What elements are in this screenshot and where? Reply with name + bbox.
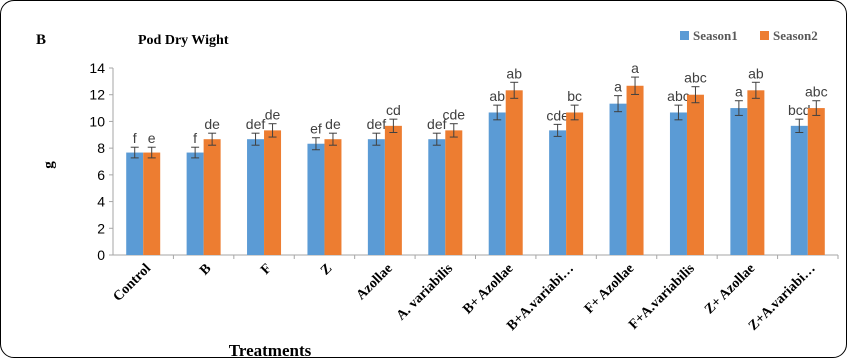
data-label-season2-11: abc bbox=[805, 84, 828, 100]
bar-season2-2 bbox=[264, 130, 282, 255]
x-axis-title: Treatments bbox=[229, 341, 312, 360]
data-label-season2-2: de bbox=[265, 107, 281, 123]
data-label-season1-5: def bbox=[427, 116, 447, 132]
bar-season2-7 bbox=[566, 112, 584, 256]
x-tick-label-4: Azollae bbox=[354, 261, 396, 303]
data-label-season1-1: f bbox=[193, 130, 197, 146]
x-tick-label-3: Z bbox=[318, 261, 335, 278]
legend-swatch-season1 bbox=[680, 31, 689, 40]
data-label-season1-2: def bbox=[246, 116, 266, 132]
bar-season1-3 bbox=[307, 143, 325, 255]
bar-season1-11 bbox=[790, 125, 808, 255]
x-tick-label-5: A. variabilis bbox=[394, 261, 457, 324]
bar-season2-4 bbox=[384, 125, 402, 255]
bar-season2-10 bbox=[747, 90, 765, 255]
y-tick-label-1: 2 bbox=[97, 220, 105, 236]
y-tick-label-3: 6 bbox=[97, 167, 105, 183]
data-label-season1-9: abc bbox=[667, 88, 690, 104]
data-label-season2-10: ab bbox=[748, 65, 764, 81]
bar-season1-10 bbox=[730, 108, 748, 255]
data-label-season2-8: a bbox=[631, 60, 639, 76]
bar-season2-3 bbox=[324, 139, 342, 255]
x-tick-label-2: F bbox=[258, 261, 275, 278]
bar-season1-5 bbox=[428, 139, 446, 255]
bar-season1-6 bbox=[488, 112, 506, 256]
x-tick-label-1: B bbox=[197, 261, 214, 278]
data-label-season1-8: a bbox=[614, 79, 622, 95]
bar-season1-2 bbox=[247, 139, 265, 255]
legend-label-season1: Season1 bbox=[693, 28, 738, 43]
y-tick-label-4: 8 bbox=[97, 140, 105, 156]
data-label-season2-5: cde bbox=[443, 107, 466, 123]
data-label-season1-0: f bbox=[133, 130, 137, 146]
y-axis-title: g bbox=[41, 161, 57, 169]
chart-title: Pod Dry Wight bbox=[138, 33, 229, 48]
legend-label-season2: Season2 bbox=[773, 28, 818, 43]
bar-season1-9 bbox=[669, 112, 687, 256]
bar-season2-9 bbox=[686, 94, 704, 255]
bar-season1-0 bbox=[126, 152, 144, 255]
data-label-season1-7: cde bbox=[546, 107, 569, 123]
data-label-season1-3: ef bbox=[310, 121, 322, 137]
data-label-season1-11: bcd bbox=[788, 102, 811, 118]
y-tick-label-5: 10 bbox=[89, 113, 105, 129]
y-tick-label-6: 12 bbox=[89, 87, 105, 103]
data-label-season2-9: abc bbox=[684, 70, 707, 86]
bar-season2-8 bbox=[626, 85, 644, 255]
bar-season1-1 bbox=[186, 152, 204, 255]
data-label-season2-3: de bbox=[325, 116, 341, 132]
x-tick-label-6: B+ Azollae bbox=[460, 261, 516, 317]
bar-season2-6 bbox=[505, 90, 523, 255]
data-label-season2-4: cd bbox=[386, 102, 401, 118]
bar-season2-1 bbox=[203, 139, 221, 255]
legend-swatch-season2 bbox=[760, 31, 769, 40]
data-label-season1-6: ab bbox=[489, 88, 505, 104]
data-label-season1-4: def bbox=[367, 116, 387, 132]
bar-season2-0 bbox=[143, 152, 161, 255]
bar-season1-4 bbox=[367, 139, 385, 255]
legend: Season1 Season2 bbox=[680, 28, 818, 43]
bar-season1-8 bbox=[609, 103, 627, 255]
y-axis: 0 2 4 6 8 10 12 14 bbox=[89, 60, 839, 263]
panel-label: B bbox=[36, 32, 46, 48]
x-tick-label-0: Control bbox=[111, 261, 155, 305]
data-label-season2-6: ab bbox=[506, 65, 522, 81]
data-label-season2-7: bc bbox=[567, 88, 582, 104]
bar-season1-7 bbox=[549, 130, 567, 255]
data-label-season1-10: a bbox=[735, 84, 743, 100]
y-tick-label-2: 4 bbox=[97, 194, 105, 210]
y-tick-label-7: 14 bbox=[89, 60, 105, 76]
x-tick-label-8: F+ Azollae bbox=[582, 261, 638, 317]
bar-season2-11 bbox=[807, 108, 825, 255]
data-label-season2-1: de bbox=[204, 116, 220, 132]
y-tick-label-0: 0 bbox=[97, 247, 105, 263]
bar-season2-5 bbox=[445, 130, 463, 255]
data-label-season2-0: e bbox=[148, 130, 156, 146]
x-tick-label-10: Z+ Azollae bbox=[702, 261, 758, 317]
